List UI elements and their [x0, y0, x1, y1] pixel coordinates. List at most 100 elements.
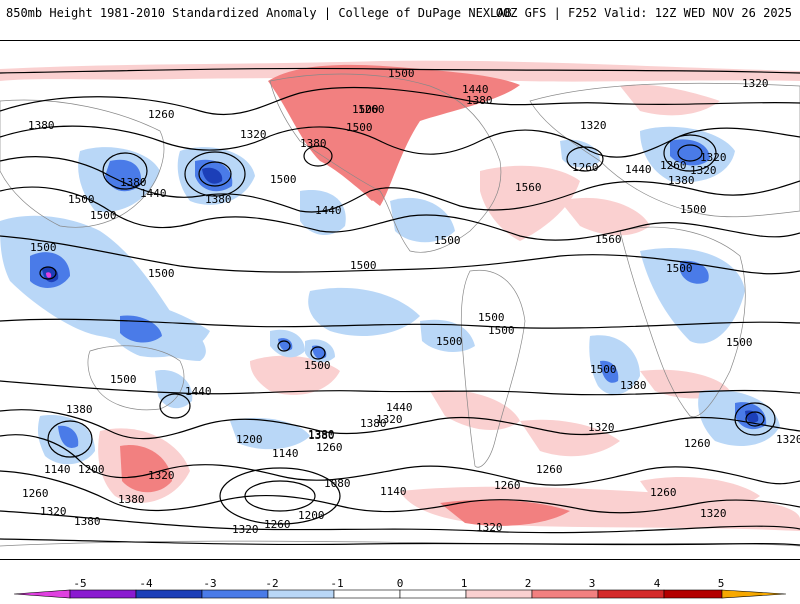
contour-label: 1500: [434, 234, 461, 247]
closed-low-scandinavia-inner: [677, 144, 703, 162]
contour-label: 1500: [352, 103, 379, 116]
contour-label: 1500: [148, 267, 175, 280]
closed-low-east-asia: [102, 152, 148, 190]
contour-label: 1260: [316, 441, 343, 454]
contour-label: 1380: [668, 174, 695, 187]
colorbar-segment-pos2: [531, 589, 599, 599]
africa-outline: [619, 226, 746, 418]
contour-label: 1500: [110, 373, 137, 386]
anomaly-negative-19: [600, 360, 619, 383]
anomaly-positive-5: [620, 84, 720, 116]
anomaly-negative-33: [46, 272, 52, 278]
contour-north-2: [0, 86, 800, 116]
contour-label: 1140: [380, 485, 407, 498]
anomaly-negative-20: [640, 247, 745, 344]
contour-label: 1260: [650, 486, 677, 499]
contour-label: 1380: [620, 379, 647, 392]
contour-label: 1380: [118, 493, 145, 506]
contour-label: 1140: [272, 447, 299, 460]
contour-south-4: [0, 470, 800, 514]
colorbar-tick-label: 2: [524, 577, 532, 590]
contour-label: 1140: [44, 463, 71, 476]
colorbar-tick-label: 4: [653, 577, 661, 590]
anomaly-positive-7: [250, 355, 340, 395]
contour-label: 1500: [666, 262, 693, 275]
anomaly-negative-32: [390, 197, 455, 243]
contour-label: 1260: [684, 437, 711, 450]
colorbar-graphic: [13, 589, 787, 599]
anomaly-positive-6: [560, 197, 650, 236]
contour-south-1: [0, 380, 800, 396]
contour-label: 1320: [240, 128, 267, 141]
colorbar-segment-pos1: [465, 589, 533, 599]
contour-label: 1260: [660, 159, 687, 172]
colorbar-tick-label: 5: [717, 577, 725, 590]
contour-label: 1500: [90, 209, 117, 222]
contour-south-5: [0, 510, 800, 534]
contour-label: 1320: [700, 507, 727, 520]
colorbar-tick-label: -5: [73, 577, 87, 590]
colorbar-tick-label: 1: [460, 577, 468, 590]
anomaly-shading: [0, 60, 800, 531]
anomaly-positive-15: [640, 476, 760, 513]
contour-label: 1200: [78, 463, 105, 476]
contour-label: 1320: [580, 119, 607, 132]
contour-label: 1440: [315, 204, 342, 217]
contour-label: 1380: [308, 429, 335, 442]
colorbar-tick-label: -4: [139, 577, 153, 590]
closed-low-southern-ocean-2: [219, 467, 341, 525]
height-contours: [0, 67, 800, 546]
contour-label: 1380: [466, 94, 493, 107]
anomaly-negative-24: [560, 139, 600, 168]
closed-low-south-atlantic-inner: [745, 411, 765, 427]
contour-label: 1260: [148, 108, 175, 121]
contour-label: 1500: [68, 193, 95, 206]
contour-label: 1380: [308, 428, 335, 441]
colorbar-tick-label: -3: [203, 577, 217, 590]
contour-label: 1320: [148, 469, 175, 482]
anomaly-map: 1500 1440 1380 1320 1500 1260 1380 1320 …: [0, 60, 800, 547]
contour-label: 1560: [595, 233, 622, 246]
colorbar-segment-pos5: [721, 589, 787, 599]
closed-low-southern-ocean-4: [159, 393, 191, 419]
south-america-outline: [460, 269, 526, 468]
contour-label: 1320: [376, 413, 403, 426]
colorbar-segment-zero-pos: [399, 589, 467, 599]
anomaly-positive-11: [520, 419, 620, 457]
contour-label: 1440: [185, 385, 212, 398]
contour-label: 1500: [388, 67, 415, 80]
colorbar-tick-label: 0: [396, 577, 404, 590]
contour-label: 1560: [515, 181, 542, 194]
contour-label: 1320: [476, 521, 503, 534]
contour-label: 1440: [462, 83, 489, 96]
contour-label: 1380: [28, 119, 55, 132]
contour-label: 1380: [74, 515, 101, 528]
anomaly-negative-29: [58, 425, 79, 448]
contour-label: 1380: [300, 137, 327, 150]
contour-label: 1260: [536, 463, 563, 476]
contour-north-5: [0, 186, 800, 241]
anomaly-positive-8: [430, 390, 520, 431]
anomaly-negative-21: [680, 260, 709, 284]
closed-low-west-pacific-inner: [198, 161, 232, 187]
contour-label: 1380: [360, 417, 387, 430]
anomaly-negative-5: [105, 159, 141, 192]
map-panel: 1500 1440 1380 1320 1500 1260 1380 1320 …: [0, 40, 800, 560]
contour-north-4: [0, 156, 800, 213]
contour-label: 1380: [205, 193, 232, 206]
closed-low-scandinavia: [663, 134, 717, 172]
closed-low-south-pacific-2: [310, 346, 326, 360]
contour-label: 1500: [304, 359, 331, 372]
contour-label: 1500: [30, 241, 57, 254]
contour-label: 1320: [700, 151, 727, 164]
contour-label: 1260: [22, 487, 49, 500]
contour-equatorial: [0, 318, 800, 329]
colorbar-segment-pos3: [597, 589, 665, 599]
contour-label: 1440: [386, 401, 413, 414]
anomaly-negative-8: [202, 167, 223, 184]
anomaly-negative-23: [670, 139, 710, 166]
contour-label: 1440: [140, 187, 167, 200]
colorbar-tick-label: -2: [265, 577, 279, 590]
closed-low-gulf-alaska: [303, 145, 333, 167]
contour-label: 1320: [232, 523, 259, 536]
